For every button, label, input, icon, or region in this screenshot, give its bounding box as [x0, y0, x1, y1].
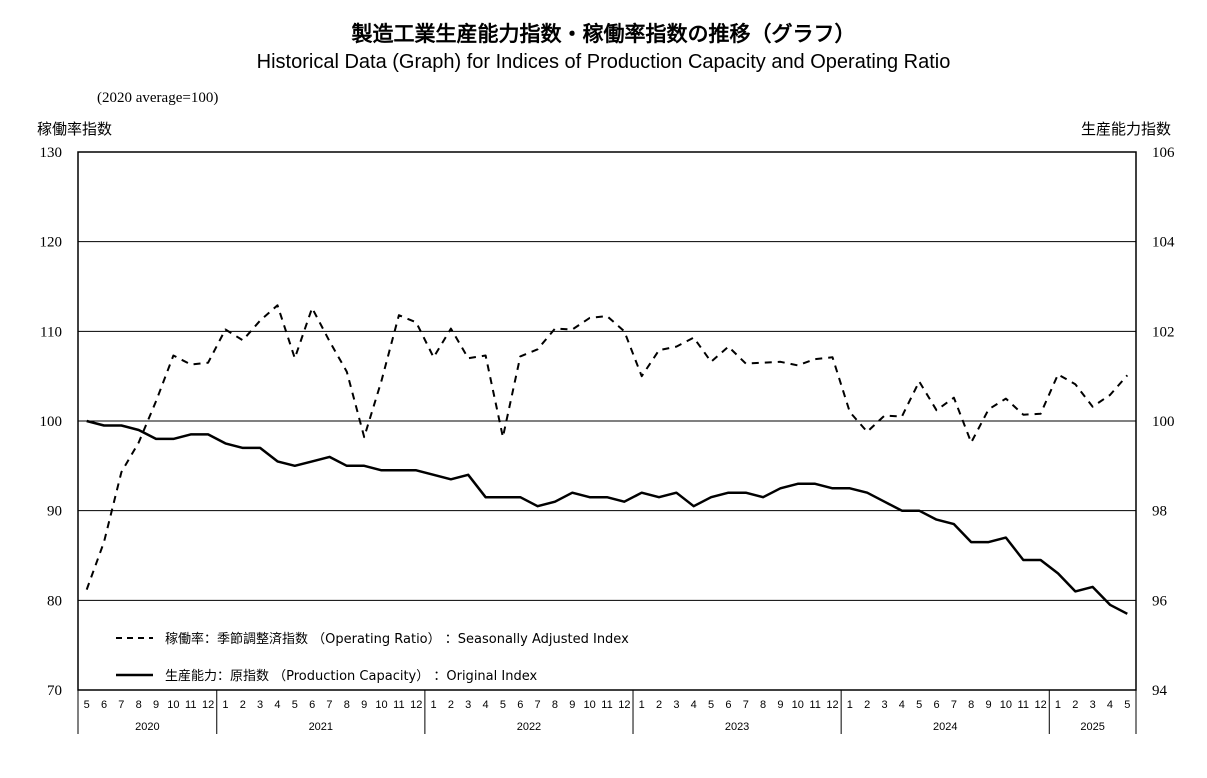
right-tick-label: 94	[1152, 683, 1168, 699]
month-tick-label: 7	[951, 699, 957, 711]
month-tick-label: 7	[743, 699, 749, 711]
month-tick-label: 3	[465, 699, 471, 711]
month-tick-label: 5	[708, 699, 714, 711]
month-tick-label: 8	[136, 699, 142, 711]
grid-lines	[78, 241, 1136, 601]
series-lines	[85, 304, 1129, 615]
chart-subtitle: Historical Data (Graph) for Indices of P…	[256, 51, 951, 73]
month-tick-label: 10	[584, 699, 596, 711]
month-tick-label: 1	[430, 699, 436, 711]
month-tick-label: 1	[847, 699, 853, 711]
month-tick-label: 12	[202, 699, 214, 711]
month-tick-label: 4	[483, 699, 489, 711]
month-tick-label: 10	[792, 699, 804, 711]
plot-frame	[77, 151, 1137, 691]
right-axis-label: 生産能力指数	[1080, 120, 1171, 138]
month-tick-label: 1	[222, 699, 228, 711]
month-tick-label: 3	[1090, 699, 1096, 711]
month-tick-label: 9	[361, 699, 367, 711]
left-tick-label: 110	[40, 324, 62, 340]
month-tick-label: 7	[326, 699, 332, 711]
month-tick-label: 11	[809, 699, 820, 711]
base-note: (2020 average=100)	[97, 90, 219, 106]
month-tick-label: 6	[517, 699, 523, 711]
year-label: 2020	[135, 721, 159, 733]
month-tick-label: 5	[292, 699, 298, 711]
month-tick-label: 6	[309, 699, 315, 711]
year-label: 2023	[725, 721, 749, 733]
month-tick-label: 3	[673, 699, 679, 711]
month-tick-label: 8	[344, 699, 350, 711]
left-axis-label: 稼働率指数	[37, 120, 113, 138]
right-tick-label: 102	[1152, 324, 1175, 340]
series-line-production-capacity	[86, 419, 1128, 615]
left-tick-label: 120	[40, 235, 63, 251]
month-tick-label: 1	[1055, 699, 1061, 711]
month-tick-label: 8	[552, 699, 558, 711]
right-tick-label: 100	[1152, 414, 1175, 430]
left-tick-label: 130	[40, 145, 63, 161]
month-tick-label: 12	[410, 699, 422, 711]
month-tick-label: 12	[1034, 699, 1046, 711]
month-tick-label: 5	[916, 699, 922, 711]
month-tick-label: 4	[899, 699, 905, 711]
month-tick-label: 10	[167, 699, 179, 711]
month-tick-label: 2	[240, 699, 246, 711]
month-tick-label: 7	[118, 699, 124, 711]
month-tick-label: 5	[500, 699, 506, 711]
month-tick-label: 6	[101, 699, 107, 711]
month-tick-label: 6	[933, 699, 939, 711]
year-label: 2024	[933, 721, 957, 733]
month-tick-label: 9	[569, 699, 575, 711]
month-tick-label: 9	[986, 699, 992, 711]
year-label: 2021	[309, 721, 333, 733]
month-tick-label: 4	[274, 699, 280, 711]
right-tick-label: 104	[1152, 235, 1175, 251]
year-label: 2022	[517, 721, 541, 733]
month-tick-label: 11	[601, 699, 612, 711]
left-tick-label: 90	[47, 504, 62, 520]
right-tick-label: 96	[1152, 593, 1168, 609]
left-tick-label: 100	[40, 414, 63, 430]
chart-title: 製造工業生産能力指数・稼働率指数の推移（グラフ）	[351, 22, 856, 46]
month-tick-label: 5	[1124, 699, 1130, 711]
month-tick-label: 5	[84, 699, 90, 711]
month-tick-label: 11	[185, 699, 196, 711]
series-line-operating-ratio	[85, 304, 1129, 590]
month-tick-label: 9	[777, 699, 783, 711]
month-tick-label: 2	[656, 699, 662, 711]
month-tick-label: 10	[1000, 699, 1012, 711]
month-tick-label: 10	[375, 699, 387, 711]
month-tick-label: 12	[618, 699, 630, 711]
right-tick-label: 106	[1152, 145, 1175, 161]
month-tick-label: 8	[760, 699, 766, 711]
month-tick-label: 2	[1072, 699, 1078, 711]
month-tick-label: 4	[691, 699, 697, 711]
right-tick-label: 98	[1152, 504, 1167, 520]
month-tick-label: 11	[1018, 699, 1029, 711]
month-tick-label: 3	[881, 699, 887, 711]
year-label: 2025	[1080, 721, 1104, 733]
month-tick-label: 3	[257, 699, 263, 711]
month-tick-label: 2	[448, 699, 454, 711]
legend: 稼働率：季節調整済指数 （Operating Ratio） ：Seasonall…	[116, 631, 629, 684]
month-tick-label: 12	[826, 699, 838, 711]
month-tick-label: 7	[535, 699, 541, 711]
month-tick-label: 11	[393, 699, 404, 711]
month-tick-label: 8	[968, 699, 974, 711]
legend-label-production-capacity: 生産能力：原指数 （Production Capacity） ：Original…	[165, 668, 537, 684]
legend-label-operating-ratio: 稼働率：季節調整済指数 （Operating Ratio） ：Seasonall…	[165, 631, 629, 647]
left-tick-label: 70	[47, 683, 62, 699]
month-tick-label: 9	[153, 699, 159, 711]
left-tick-label: 80	[47, 593, 62, 609]
month-tick-label: 6	[725, 699, 731, 711]
month-tick-label: 2	[864, 699, 870, 711]
month-tick-label: 4	[1107, 699, 1113, 711]
month-tick-label: 1	[639, 699, 645, 711]
